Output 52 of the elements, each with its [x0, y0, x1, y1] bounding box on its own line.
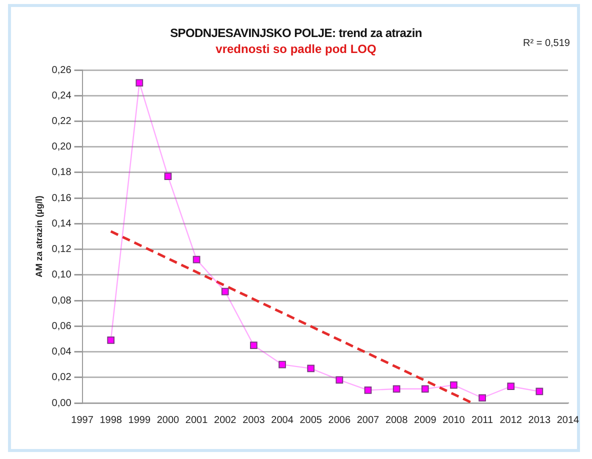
point: [392, 385, 400, 393]
y-axis-title: AM za atrazin (µg/l): [34, 196, 44, 278]
y-tick-label: 0,26: [52, 64, 72, 76]
x-tick-label: 2013: [528, 414, 551, 426]
y-tick-label: 0,12: [52, 244, 72, 256]
y-tick-label: 0,08: [52, 295, 72, 306]
point: [136, 79, 144, 86]
y-tick-label: 0,18: [52, 167, 72, 178]
x-tick-label: 2011: [472, 414, 494, 426]
chart-title: SPODNJESAVINJSKO POLJE: trend za atrazin: [170, 26, 422, 40]
x-tick-label: 2006: [328, 414, 351, 426]
point: [478, 394, 486, 402]
y-tick-label: 0,16: [52, 192, 72, 204]
point: [164, 172, 172, 180]
x-tick-label: 2010: [442, 414, 466, 426]
y-tick-label: 0,10: [52, 270, 72, 281]
y-tick-label: 0,24: [52, 90, 72, 102]
x-tick-label: 2012: [500, 414, 522, 426]
y-tick-label: 0,04: [52, 346, 72, 358]
y-tick-label: 0,14: [52, 218, 72, 230]
point: [364, 386, 372, 394]
point: [450, 381, 458, 389]
point: [278, 360, 286, 368]
point: [507, 382, 515, 390]
x-tick-label: 2003: [242, 414, 266, 426]
text: R² = 0,519: [523, 38, 570, 49]
x-tick-label: 2014: [556, 414, 580, 426]
x-tick-label: 2002: [214, 414, 237, 426]
y-tick-label: 0,00: [52, 398, 72, 409]
point: [221, 288, 229, 296]
x-tick-label: 2000: [156, 414, 180, 426]
y-tick-label: 0,02: [52, 372, 72, 384]
x-tick-label: 2008: [385, 414, 408, 426]
x-tick-label: 2009: [414, 414, 437, 426]
x-tick-label: 2007: [356, 414, 380, 426]
point: [536, 388, 544, 396]
point: [307, 364, 315, 372]
point: [336, 376, 344, 384]
x-tick-label: 1997: [71, 414, 94, 426]
point: [421, 385, 429, 393]
point: [250, 342, 258, 350]
x-tick-label: 1999: [128, 414, 151, 426]
y-tick-label: 0,06: [52, 320, 72, 332]
x-tick-label: 2001: [185, 414, 208, 426]
x-tick-label: 1998: [100, 414, 122, 426]
chart-subtitle: vrednosti so padle pod LOQ: [216, 42, 376, 56]
y-tick-label: 0,20: [52, 142, 72, 153]
point: [107, 336, 115, 344]
x-tick-label: 2005: [300, 414, 322, 426]
point: [192, 256, 200, 264]
x-tick-label: 2004: [271, 414, 294, 426]
y-tick-label: 0,22: [52, 116, 72, 127]
